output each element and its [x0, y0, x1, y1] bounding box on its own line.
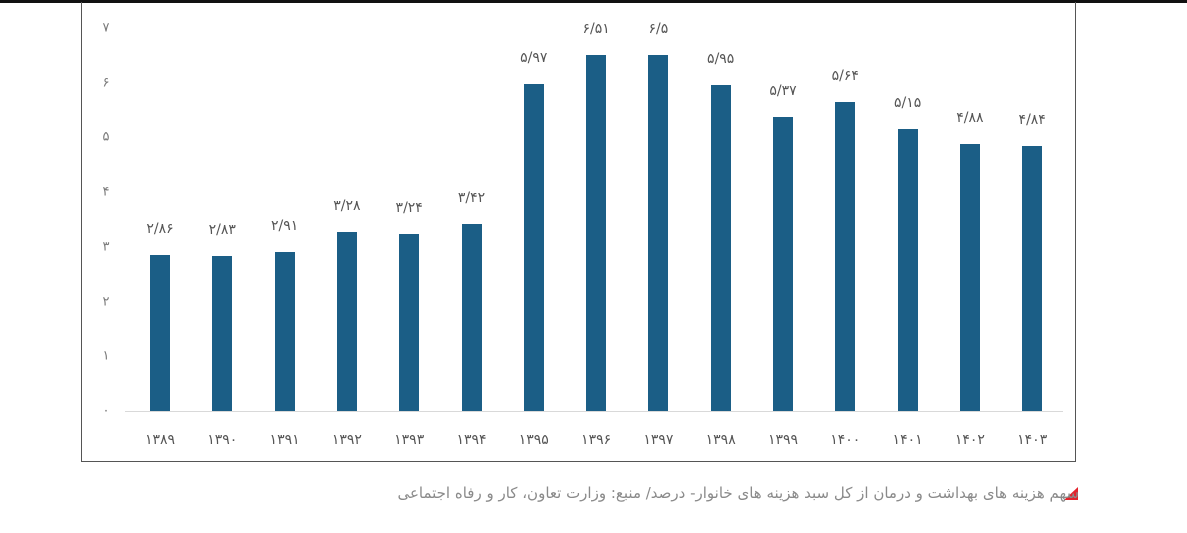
x-tick-label: ۱۳۹۱	[269, 432, 300, 448]
data-label: ۳/۲۸	[333, 197, 361, 214]
chart-frame	[81, 2, 1076, 462]
data-label: ۲/۹۱	[270, 217, 299, 234]
x-tick-label: ۱۴۰۰	[830, 432, 861, 448]
y-tick-label: ۴	[102, 184, 110, 200]
data-label: ۴/۸۸	[956, 109, 984, 126]
data-label: ۵/۹۷	[520, 50, 548, 67]
data-label: ۴/۸۴	[1018, 112, 1046, 129]
chart-caption: سهم هزینه های بهداشت و درمان از کل سبد ه…	[397, 484, 1079, 502]
x-tick-label: ۱۴۰۱	[892, 432, 923, 448]
data-label: ۳/۴۲	[457, 189, 486, 206]
x-tick-label: ۱۳۹۰	[207, 432, 238, 448]
bar-1390	[212, 256, 233, 411]
y-tick-label: ۱	[102, 348, 110, 364]
x-tick-label: ۱۳۹۳	[394, 432, 425, 448]
x-tick-label: ۱۳۹۸	[705, 432, 736, 448]
y-tick-label: ۲	[102, 294, 110, 310]
bar-1394	[461, 223, 482, 411]
data-label: ۵/۹۵	[707, 51, 735, 68]
caption-marker-icon	[1064, 487, 1078, 500]
bar-1402	[959, 143, 980, 411]
bar-1397	[648, 55, 669, 411]
data-label: ۶/۵۱	[582, 20, 610, 37]
data-label: ۵/۳۷	[769, 83, 797, 100]
x-tick-label: ۱۳۹۵	[518, 432, 549, 448]
bar-1391	[274, 251, 295, 411]
y-tick-label: ۳	[102, 239, 110, 255]
bar-1395	[523, 84, 544, 411]
x-tick-label: ۱۳۹۶	[581, 432, 612, 448]
x-tick-label: ۱۳۹۴	[456, 432, 487, 448]
bar-1403	[1022, 146, 1043, 411]
data-label: ۵/۶۴	[831, 68, 859, 85]
top-border	[0, 0, 1187, 3]
y-tick-label: ۵	[102, 129, 110, 145]
y-tick-label: ۷	[102, 20, 110, 36]
y-tick-label: ۶	[102, 75, 110, 91]
y-tick-label: ۰	[102, 403, 110, 419]
bar-1400	[835, 102, 856, 411]
data-label: ۲/۸۶	[146, 220, 174, 237]
data-label: ۵/۱۵	[893, 95, 922, 112]
bar-1392	[336, 231, 357, 411]
x-tick-label: ۱۳۹۷	[643, 432, 674, 448]
x-tick-label: ۱۳۹۲	[331, 432, 362, 448]
bar-1398	[710, 85, 731, 411]
bar-1396	[586, 54, 607, 411]
x-tick-label: ۱۴۰۲	[954, 432, 985, 448]
data-label: ۳/۲۴	[395, 199, 423, 216]
data-label: ۲/۸۳	[208, 222, 236, 239]
bar-1389	[150, 254, 170, 411]
bar-1399	[773, 117, 793, 411]
bar-1401	[897, 129, 918, 411]
x-tick-label: ۱۳۸۹	[144, 432, 176, 448]
x-tick-label: ۱۳۹۹	[767, 432, 799, 448]
data-label: ۶/۵	[648, 21, 669, 38]
x-axis-baseline	[125, 411, 1063, 412]
x-tick-label: ۱۴۰۳	[1017, 432, 1048, 448]
bar-1393	[399, 233, 420, 411]
